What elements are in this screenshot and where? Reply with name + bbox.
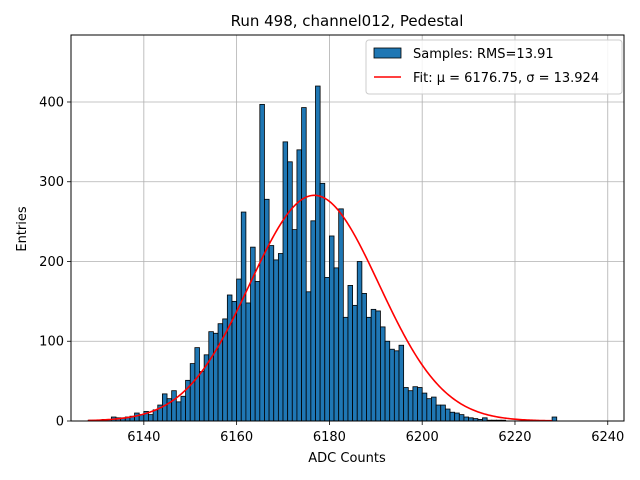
histogram-bar-64 (384, 340, 391, 422)
legend-samples-label: Samples: RMS=13.91 (413, 47, 554, 62)
histogram-bar-63 (380, 326, 386, 422)
histogram-bar-42 (282, 141, 289, 422)
legend-box (365, 39, 623, 95)
x-axis-label: ADC Counts (308, 451, 386, 466)
histogram-bar-52 (329, 235, 335, 422)
histogram-bar-19 (175, 401, 182, 422)
histogram-bar-36 (254, 281, 261, 422)
histogram-bar-54 (338, 208, 344, 422)
histogram-bar-76 (440, 404, 446, 422)
histogram-bar-71 (417, 387, 423, 422)
histogram-bar-43 (287, 161, 293, 422)
x-tick-label-2: 6180 (313, 430, 346, 445)
histogram-bar-58 (356, 261, 363, 422)
y-axis-ticks: 0 100 200 300 400 (39, 95, 71, 430)
histogram-bar-13 (148, 414, 154, 422)
histogram-bar-75 (435, 404, 442, 422)
histogram-bar-33 (240, 211, 247, 422)
histogram-bar-59 (361, 292, 367, 422)
y-tick-label-3: 300 (39, 175, 64, 190)
histogram-bar-69 (407, 390, 414, 422)
histogram-bar-72 (421, 392, 428, 422)
histogram-bar-22 (189, 363, 196, 422)
histogram-bar-62 (375, 310, 381, 422)
y-tick-label-2: 200 (39, 255, 64, 270)
histogram-bar-48 (310, 220, 316, 422)
histogram-bar-100 (551, 416, 558, 422)
histogram-bar-56 (347, 285, 354, 422)
histogram-bar-80 (458, 414, 465, 422)
histogram-bar-51 (324, 277, 330, 422)
histogram-bar-20 (180, 395, 186, 422)
histogram-bar-81 (463, 416, 469, 422)
histogram-bar-45 (296, 149, 302, 422)
x-tick-label-4: 6220 (498, 430, 531, 445)
x-tick-label-0: 6140 (127, 430, 160, 445)
x-tick-label-3: 6200 (406, 430, 439, 445)
y-axis-label: Entries (15, 206, 30, 252)
histogram-bar-67 (398, 344, 405, 422)
y-tick-label-1: 100 (39, 335, 64, 350)
histogram-bar-26 (208, 331, 214, 422)
histogram-bar-79 (454, 412, 460, 422)
histogram-bar-23 (194, 347, 200, 422)
histogram-bar-18 (171, 390, 177, 422)
histogram-bar-77 (444, 408, 451, 422)
legend: Samples: RMS=13.91 Fit: μ = 6176.75, σ =… (365, 39, 623, 95)
x-tick-label-1: 6160 (220, 430, 253, 445)
legend-fit-label: Fit: μ = 6176.75, σ = 13.924 (413, 71, 599, 86)
histogram-bar-65 (389, 348, 395, 422)
plot-frame (70, 34, 625, 422)
histogram-bar-55 (342, 316, 349, 422)
x-axis-ticks: 6140 6160 6180 6200 6220 6240 (127, 421, 624, 445)
histogram-bar-38 (264, 198, 270, 422)
grid (71, 35, 624, 422)
histogram-bar-44 (291, 229, 298, 422)
histogram-bar-47 (305, 291, 312, 422)
histogram-bar-39 (268, 245, 275, 422)
histogram-bar-41 (277, 253, 284, 422)
histogram-bar-74 (431, 396, 437, 422)
histogram-bar-24 (199, 371, 205, 422)
histogram-bar-50 (319, 182, 326, 422)
histogram-bars (87, 85, 558, 422)
histogram-bar-34 (245, 302, 251, 422)
histogram-bar-46 (301, 107, 307, 422)
histogram-bar-78 (449, 411, 456, 422)
chart-title: Run 498, channel012, Pedestal (231, 12, 464, 30)
histogram-bar-57 (352, 304, 358, 422)
histogram-bar-10 (134, 412, 140, 422)
histogram-bar-40 (273, 259, 279, 422)
histogram-bar-66 (393, 350, 400, 422)
histogram-bar-49 (315, 85, 321, 422)
fit-curve (88, 194, 553, 422)
legend-samples-swatch (373, 47, 402, 59)
histogram-bar-53 (333, 267, 340, 422)
histogram-bar-68 (403, 387, 409, 422)
histogram-bar-32 (236, 278, 242, 422)
x-tick-label-5: 6240 (591, 430, 624, 445)
histogram-bar-61 (370, 308, 377, 422)
histogram-bar-16 (161, 393, 168, 422)
histogram-bar-73 (426, 398, 432, 422)
histogram-bar-70 (412, 386, 418, 422)
histogram-bar-60 (366, 316, 372, 422)
histogram-bar-30 (226, 294, 233, 422)
y-tick-label-4: 400 (39, 95, 64, 110)
y-tick-label-0: 0 (56, 415, 64, 430)
